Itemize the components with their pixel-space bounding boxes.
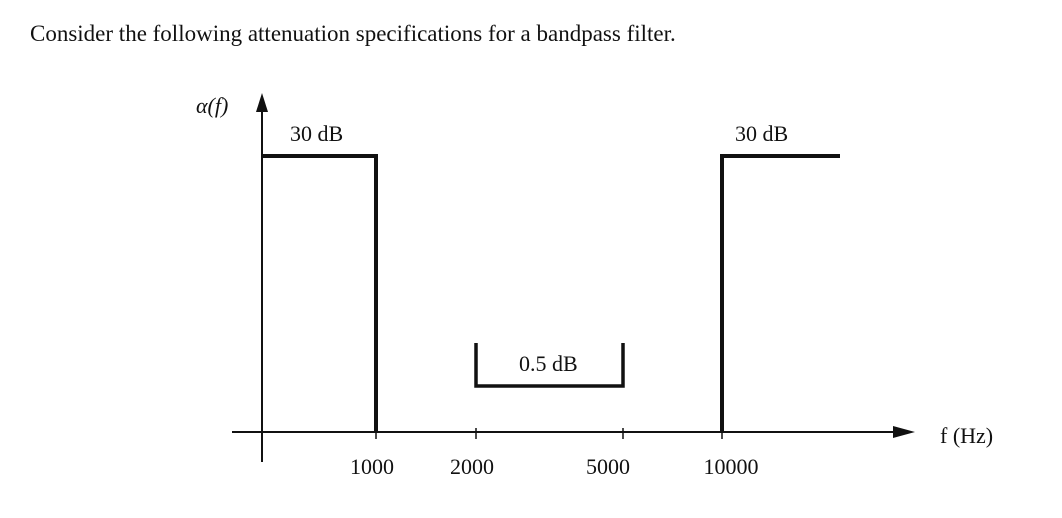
x-axis-arrowhead xyxy=(893,426,915,438)
tick-label-10000: 10000 xyxy=(704,454,759,479)
x-axis-label: f (Hz) xyxy=(940,423,993,448)
right-stopband-label: 30 dB xyxy=(735,121,788,146)
left-stopband-boundary xyxy=(262,154,378,432)
y-axis-arrowhead xyxy=(256,93,268,112)
y-axis-label: α(f) xyxy=(196,93,228,118)
passband-label: 0.5 dB xyxy=(519,351,578,376)
problem-statement: Consider the following attenuation speci… xyxy=(30,21,676,46)
left-stopband-label: 30 dB xyxy=(290,121,343,146)
right-stopband-boundary xyxy=(720,154,840,432)
tick-label-2000: 2000 xyxy=(450,454,494,479)
tick-label-1000: 1000 xyxy=(350,454,394,479)
passband-bracket xyxy=(474,343,625,388)
tick-label-5000: 5000 xyxy=(586,454,630,479)
